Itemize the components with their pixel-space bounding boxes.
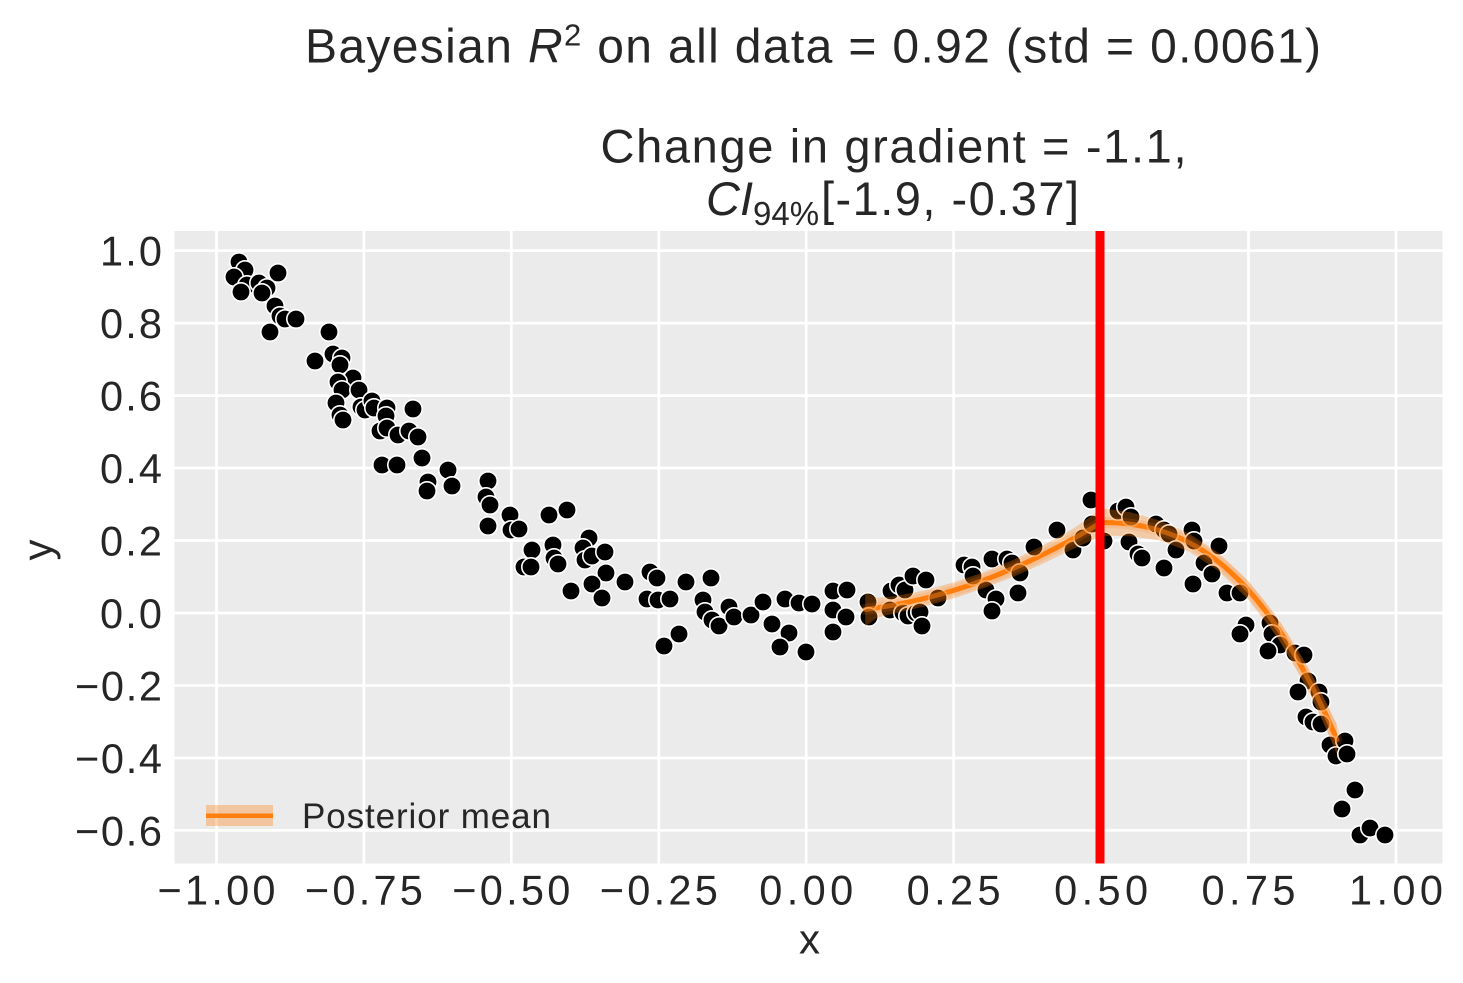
svg-text:0.0: 0.0 <box>100 590 162 637</box>
svg-text:Bayesian R2 on all data = 0.92: Bayesian R2 on all data = 0.92 (std = 0.… <box>305 17 1321 73</box>
svg-text:0.75: 0.75 <box>1202 867 1296 914</box>
svg-text:0.6: 0.6 <box>100 373 162 420</box>
svg-text:0.50: 0.50 <box>1054 867 1148 914</box>
svg-text:−0.4: −0.4 <box>75 735 162 782</box>
svg-text:1.00: 1.00 <box>1349 867 1443 914</box>
svg-text:Change in gradient = -1.1,: Change in gradient = -1.1, <box>601 120 1187 173</box>
svg-text:−0.75: −0.75 <box>305 867 423 914</box>
svg-text:x: x <box>799 916 820 963</box>
svg-text:0.8: 0.8 <box>100 300 162 347</box>
svg-text:0.4: 0.4 <box>100 445 162 492</box>
svg-text:−1.00: −1.00 <box>158 867 276 914</box>
svg-text:−0.50: −0.50 <box>452 867 570 914</box>
svg-text:0.2: 0.2 <box>100 518 162 565</box>
svg-text:0.25: 0.25 <box>907 867 1001 914</box>
svg-text:94%: 94% <box>753 195 819 232</box>
svg-text:−0.2: −0.2 <box>75 663 162 710</box>
svg-text:0.00: 0.00 <box>759 867 853 914</box>
svg-text:−0.6: −0.6 <box>75 807 162 854</box>
svg-text:y: y <box>14 540 61 561</box>
svg-text:1.0: 1.0 <box>100 228 162 275</box>
svg-text:Posterior mean: Posterior mean <box>302 797 551 836</box>
svg-text:−0.25: −0.25 <box>600 867 718 914</box>
svg-text:CI: CI <box>706 172 753 225</box>
